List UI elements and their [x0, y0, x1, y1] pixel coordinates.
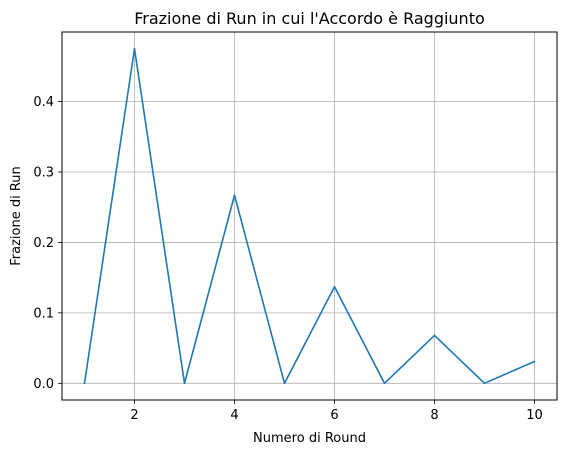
data-point	[383, 382, 386, 385]
y-tick-label: 0.3	[33, 165, 54, 180]
series-layer	[83, 47, 536, 385]
grid	[62, 32, 557, 400]
x-axis: 2 4 6 8 10	[130, 400, 543, 423]
y-axis: 0.0 0.1 0.2 0.3 0.4	[33, 95, 62, 392]
x-tick-label: 6	[330, 408, 338, 423]
series-line-0	[83, 47, 535, 385]
data-point	[283, 382, 286, 385]
chart-title: Frazione di Run in cui l'Accordo è Raggi…	[134, 9, 485, 28]
plot-frame	[61, 31, 558, 401]
x-tick-label: 2	[130, 408, 138, 423]
x-tick-label: 8	[430, 408, 438, 423]
y-tick-label: 0.0	[33, 377, 54, 392]
data-point	[133, 47, 136, 50]
y-tick-label: 0.4	[33, 95, 54, 110]
y-tick-label: 0.1	[33, 306, 54, 321]
x-axis-label: Numero di Round	[253, 431, 366, 446]
data-point	[83, 382, 86, 385]
x-tick-label: 4	[230, 408, 238, 423]
data-point	[483, 382, 486, 385]
data-point	[233, 194, 236, 197]
data-point	[533, 360, 536, 363]
y-axis-label: Frazione di Run	[9, 166, 24, 266]
data-point	[333, 285, 336, 288]
data-point	[183, 382, 186, 385]
data-point	[433, 334, 436, 337]
x-tick-label: 10	[526, 408, 543, 423]
y-tick-label: 0.2	[33, 236, 54, 251]
